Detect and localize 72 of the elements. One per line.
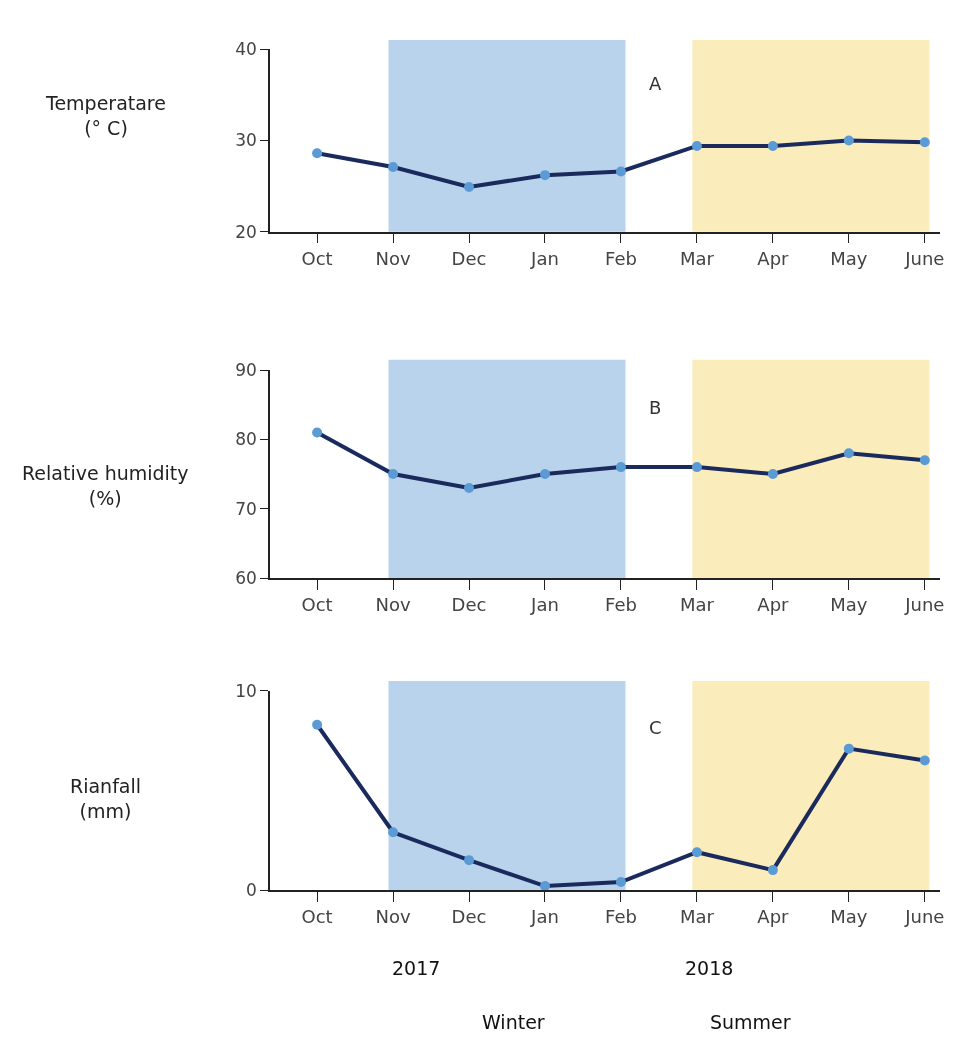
- point: [388, 827, 399, 838]
- x-tick-label: Jan: [530, 248, 559, 270]
- x-tick-label: May: [830, 594, 868, 616]
- x-tick-label: Mar: [679, 594, 715, 616]
- point: [691, 140, 702, 151]
- x-tick-label: June: [904, 248, 945, 270]
- point: [539, 170, 550, 181]
- x-tick-label: Jan: [530, 906, 559, 928]
- point: [539, 469, 550, 480]
- point: [615, 877, 626, 888]
- point: [464, 482, 475, 493]
- annotation: B: [649, 397, 662, 418]
- point: [767, 865, 778, 876]
- annotation: C: [649, 717, 662, 738]
- text: 2017: [392, 957, 441, 979]
- point: [312, 427, 323, 438]
- y-axis-title: Temperatare (° C): [45, 92, 166, 139]
- y-tick-label: 80: [235, 429, 257, 450]
- y-tick-label: 30: [235, 130, 257, 151]
- point: [843, 743, 854, 754]
- x-tick-label: Oct: [301, 594, 333, 616]
- x-tick-label: Jan: [530, 594, 559, 616]
- text: Winter: [482, 1011, 545, 1033]
- point: [919, 137, 930, 148]
- text: Summer: [710, 1011, 791, 1033]
- x-tick-label: Dec: [451, 906, 487, 928]
- y-tick-label: 70: [235, 498, 257, 519]
- annotation: A: [649, 73, 662, 94]
- x-tick-label: Oct: [301, 906, 333, 928]
- point: [919, 755, 930, 766]
- point: [312, 148, 323, 159]
- x-tick-label: Mar: [679, 906, 715, 928]
- x-tick-label: June: [904, 906, 945, 928]
- x-tick-label: Apr: [757, 248, 790, 270]
- x-tick-label: Oct: [301, 248, 333, 270]
- x-tick-label: Apr: [757, 906, 790, 928]
- y-axis-title: Relative humidity (%): [22, 462, 189, 509]
- y-tick-label: 60: [235, 568, 257, 588]
- x-tick-label: May: [830, 906, 868, 928]
- x-tick-label: Mar: [679, 248, 715, 270]
- point: [388, 161, 399, 172]
- point: [919, 455, 930, 466]
- x-tick-label: Apr: [757, 594, 790, 616]
- point: [691, 462, 702, 473]
- x-tick-label: Dec: [451, 248, 487, 270]
- point: [691, 847, 702, 858]
- y-tick-label: 40: [235, 39, 257, 60]
- y-tick-label: 20: [235, 221, 257, 242]
- point: [843, 448, 854, 459]
- point: [615, 462, 626, 473]
- point: [767, 140, 778, 151]
- point: [767, 469, 778, 480]
- y-tick-label: 90: [235, 360, 257, 381]
- x-tick-label: Nov: [375, 248, 411, 270]
- point: [615, 166, 626, 177]
- y-tick-label: 0: [246, 879, 257, 900]
- x-tick-label: Nov: [375, 906, 411, 928]
- y-tick-label: 10: [235, 680, 257, 701]
- x-tick-label: May: [830, 248, 868, 270]
- x-tick-label: Nov: [375, 594, 411, 616]
- x-tick-label: Feb: [605, 906, 637, 928]
- point: [464, 855, 475, 866]
- point: [464, 182, 475, 193]
- x-tick-label: Feb: [605, 248, 637, 270]
- x-tick-label: Feb: [605, 594, 637, 616]
- y-axis-title: Rianfall (mm): [70, 775, 142, 822]
- point: [312, 719, 323, 730]
- x-tick-label: Dec: [451, 594, 487, 616]
- point: [843, 135, 854, 146]
- x-tick-label: June: [904, 594, 945, 616]
- point: [388, 469, 399, 480]
- text: 2018: [685, 957, 734, 979]
